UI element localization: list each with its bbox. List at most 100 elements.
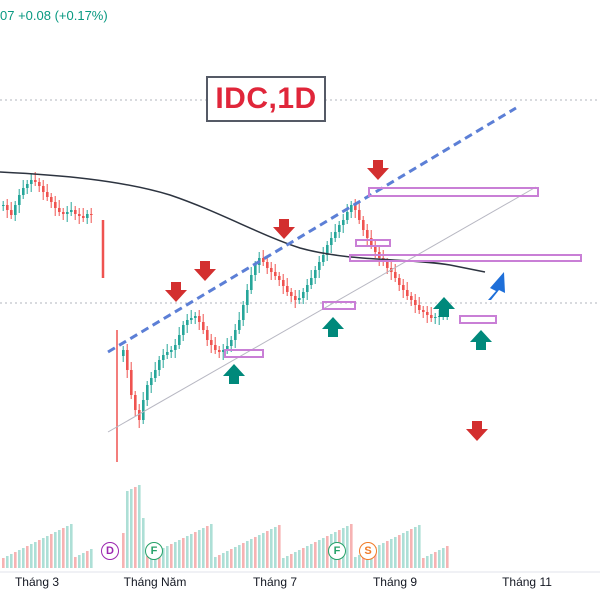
volume-bar [322,538,325,568]
candle-body [430,315,433,318]
volume-bar [226,551,229,568]
volume-bar [446,546,449,568]
candle-body [262,258,265,262]
volume-bar [218,555,221,568]
candle-body [278,276,281,280]
volume-bar [358,555,361,568]
candle-body [90,214,93,215]
candle-body [170,350,173,352]
volume-bar [38,540,41,568]
candle-body [298,298,301,300]
candle-body [326,245,329,255]
volume-bar [186,536,189,568]
candle-body [246,290,249,305]
dividend-event-badge[interactable]: D [101,542,119,560]
volume-bar [42,538,45,568]
volume-bar [378,545,381,568]
volume-bar [394,537,397,568]
volume-bar [222,553,225,568]
volume-bar [386,541,389,568]
volume-bar [70,524,73,568]
volume-bar [130,489,133,568]
volume-bar [138,485,141,568]
candle-body [314,270,317,278]
candle-body [82,216,85,218]
candle-body [182,325,185,335]
volume-bar [434,552,437,568]
volume-bar [314,542,317,568]
split-event-badge[interactable]: S [359,542,377,560]
volume-bar [74,557,77,568]
candle-body [410,296,413,300]
volume-bar [210,524,213,568]
candle-body [306,285,309,292]
candle-body [386,262,389,268]
candle-body [238,320,241,330]
volume-bar [178,540,181,568]
buy-arrow-2 [322,317,344,337]
candle-body [50,197,53,202]
candle-body [434,317,437,318]
volume-bar [382,543,385,568]
volume-bar [2,558,5,568]
candle-body [274,272,277,276]
candle-body [202,322,205,330]
candle-body [18,195,21,205]
x-tick-label: Tháng 3 [15,575,59,589]
volume-bar [10,554,13,568]
volume-bar [162,548,165,568]
candle-body [34,180,37,182]
candle-body [214,345,217,350]
volume-bar [62,528,65,568]
candle-body [198,316,201,322]
volume-bar [142,518,145,568]
candle-body [210,340,213,345]
volume-bar [18,550,21,568]
candle-body [426,312,429,315]
volume-bar [250,539,253,568]
volume-bar [238,545,241,568]
zone-box-6 [355,239,391,247]
candle-body [406,290,409,296]
financials-event-badge-2[interactable]: F [328,542,346,560]
buy-arrow-1 [223,364,245,384]
candle-body [14,205,17,215]
candle-body [6,205,9,210]
candle-body [250,275,253,290]
candle-body [30,180,33,184]
volume-bar [122,533,125,568]
financials-event-badge-1[interactable]: F [145,542,163,560]
volume-bar [54,532,57,568]
candle-body [218,350,221,352]
candle-body [78,214,81,216]
x-tick-label: Tháng 9 [373,575,417,589]
volume-bar [442,548,445,568]
candle-body [158,360,161,370]
chart-title-box: IDC,1D [206,76,326,122]
volume-bar [242,543,245,568]
candle-body [394,272,397,278]
price-change-readout: 07 +0.08 (+0.17%) [0,8,108,23]
candle-body [254,265,257,275]
zone-box-3 [224,349,264,358]
volume-bar [406,531,409,568]
candle-body [270,268,273,272]
volume-bar [262,533,265,568]
candle-body [286,286,289,292]
moving-average-line [0,171,486,273]
candle-body [10,210,13,215]
volume-bar [214,557,217,568]
candle-body [130,370,133,395]
volume-bar [78,555,81,568]
volume-bar [90,549,93,568]
buy-arrow-3 [433,297,455,317]
candle-body [126,350,129,370]
volume-bar [154,552,157,568]
volume-bar [246,541,249,568]
candle-body [330,238,333,245]
candle-body [206,330,209,340]
candle-body [366,230,369,238]
volume-bar [294,552,297,568]
volume-bar [326,536,329,568]
